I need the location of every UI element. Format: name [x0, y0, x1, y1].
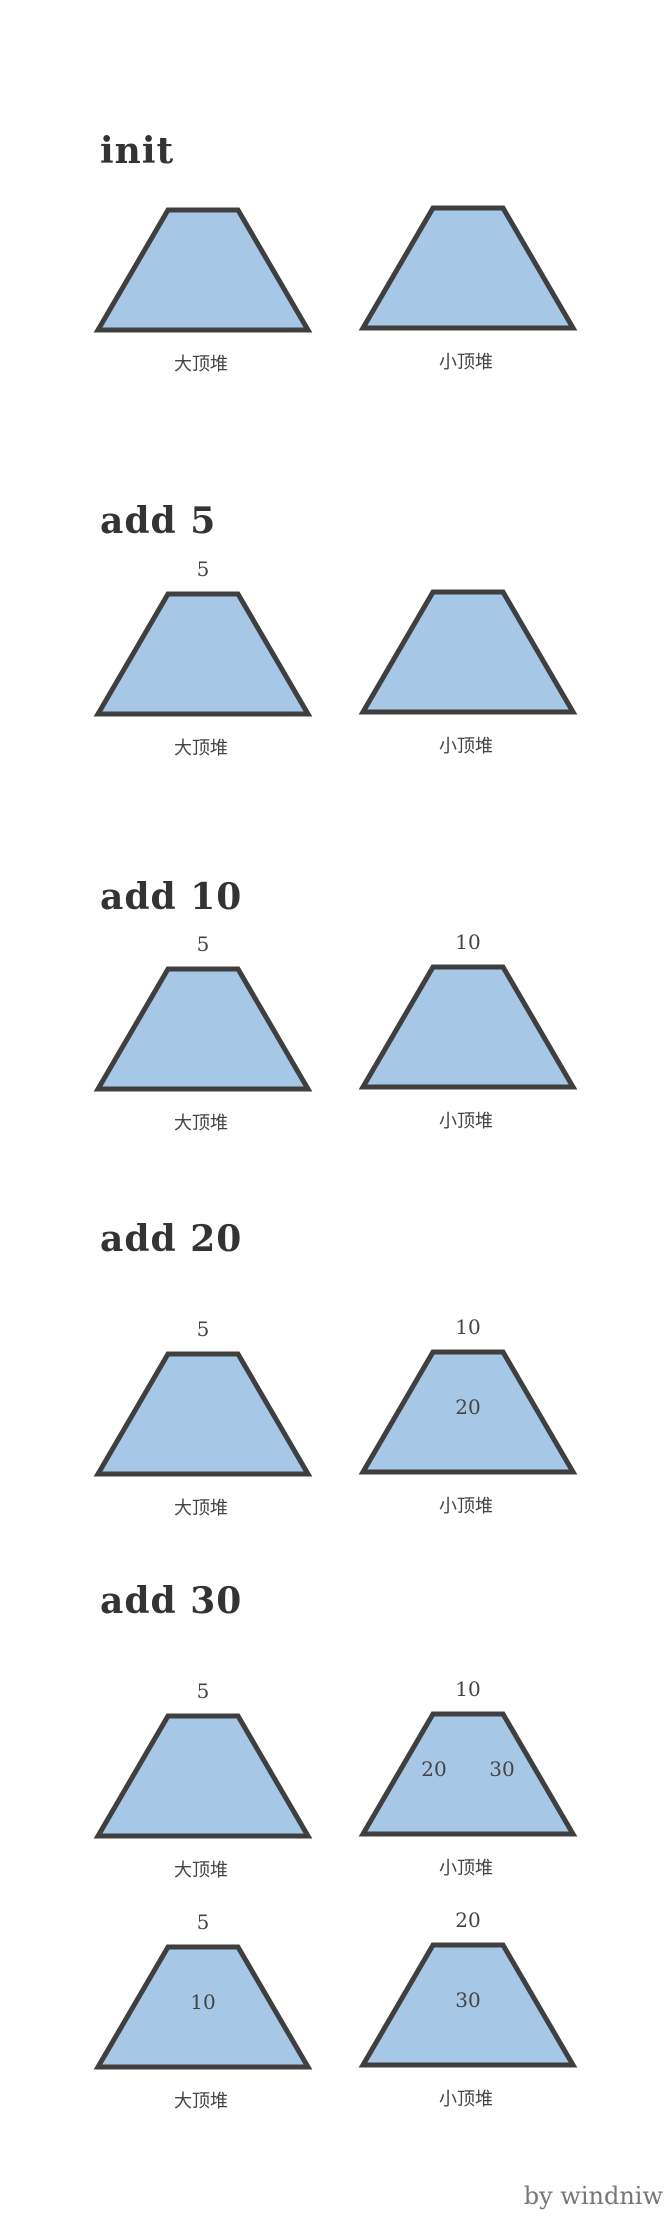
max-heap: 5 大顶堆 — [93, 557, 313, 759]
heap-top-value: 5 — [197, 1679, 210, 1703]
min-heap: 20 30 小顶堆 — [358, 1908, 578, 2110]
min-heap-label: 小顶堆 — [439, 2089, 493, 2110]
max-heap: 大顶堆 — [93, 207, 313, 375]
heap-top-value: 5 — [197, 1910, 210, 1934]
max-heap-label: 大顶堆 — [174, 1498, 228, 1519]
max-heap-label: 大顶堆 — [174, 738, 228, 759]
min-heap-label: 小顶堆 — [439, 1111, 493, 1132]
heap-inner-value: 10 — [190, 1990, 215, 2014]
section-title: add 20 — [100, 1218, 243, 1260]
heap-shape — [93, 1351, 313, 1477]
heap-top-value: 20 — [455, 1908, 480, 1932]
footer-credit: by windniw — [523, 2182, 663, 2210]
heap-shape — [358, 1711, 578, 1837]
heap-shape — [358, 1349, 578, 1475]
section-title: add 5 — [100, 500, 217, 542]
heap-top-value: 5 — [197, 557, 210, 581]
min-heap-label: 小顶堆 — [439, 1858, 493, 1879]
min-heap: 小顶堆 — [358, 205, 578, 373]
heap-shape — [358, 589, 578, 715]
max-heap: 5 大顶堆 — [93, 1679, 313, 1881]
heap-shape — [93, 1944, 313, 2070]
heap-shape — [93, 1713, 313, 1839]
heap-inner-value: 20 — [421, 1757, 446, 1781]
min-heap: 10 20 小顶堆 — [358, 1315, 578, 1517]
heap-shape — [358, 1942, 578, 2068]
min-heap-label: 小顶堆 — [439, 352, 493, 373]
min-heap-label: 小顶堆 — [439, 1496, 493, 1517]
heap-shape — [358, 964, 578, 1090]
min-heap: 小顶堆 — [358, 589, 578, 757]
heap-inner-value: 20 — [455, 1395, 480, 1419]
heap-shape — [93, 591, 313, 717]
max-heap-label: 大顶堆 — [174, 1860, 228, 1881]
heap-inner-value: 30 — [455, 1988, 480, 2012]
heap-inner-value: 30 — [489, 1757, 514, 1781]
heap-top-value: 5 — [197, 932, 210, 956]
min-heap-label: 小顶堆 — [439, 736, 493, 757]
heap-top-value: 5 — [197, 1317, 210, 1341]
min-heap: 10 20 30 小顶堆 — [358, 1677, 578, 1879]
min-heap: 10 小顶堆 — [358, 930, 578, 1132]
heap-shape — [93, 207, 313, 333]
max-heap: 5 大顶堆 — [93, 1317, 313, 1519]
section-title: add 10 — [100, 876, 243, 918]
heap-shape — [93, 966, 313, 1092]
max-heap-label: 大顶堆 — [174, 1113, 228, 1134]
section-title: add 30 — [100, 1580, 243, 1622]
heap-top-value: 10 — [455, 930, 480, 954]
heap-top-value: 10 — [455, 1677, 480, 1701]
max-heap-label: 大顶堆 — [174, 2091, 228, 2112]
max-heap: 5 10 大顶堆 — [93, 1910, 313, 2112]
section-title: init — [100, 130, 175, 172]
max-heap-label: 大顶堆 — [174, 354, 228, 375]
heap-shape — [358, 205, 578, 331]
heap-top-value: 10 — [455, 1315, 480, 1339]
max-heap: 5 大顶堆 — [93, 932, 313, 1134]
